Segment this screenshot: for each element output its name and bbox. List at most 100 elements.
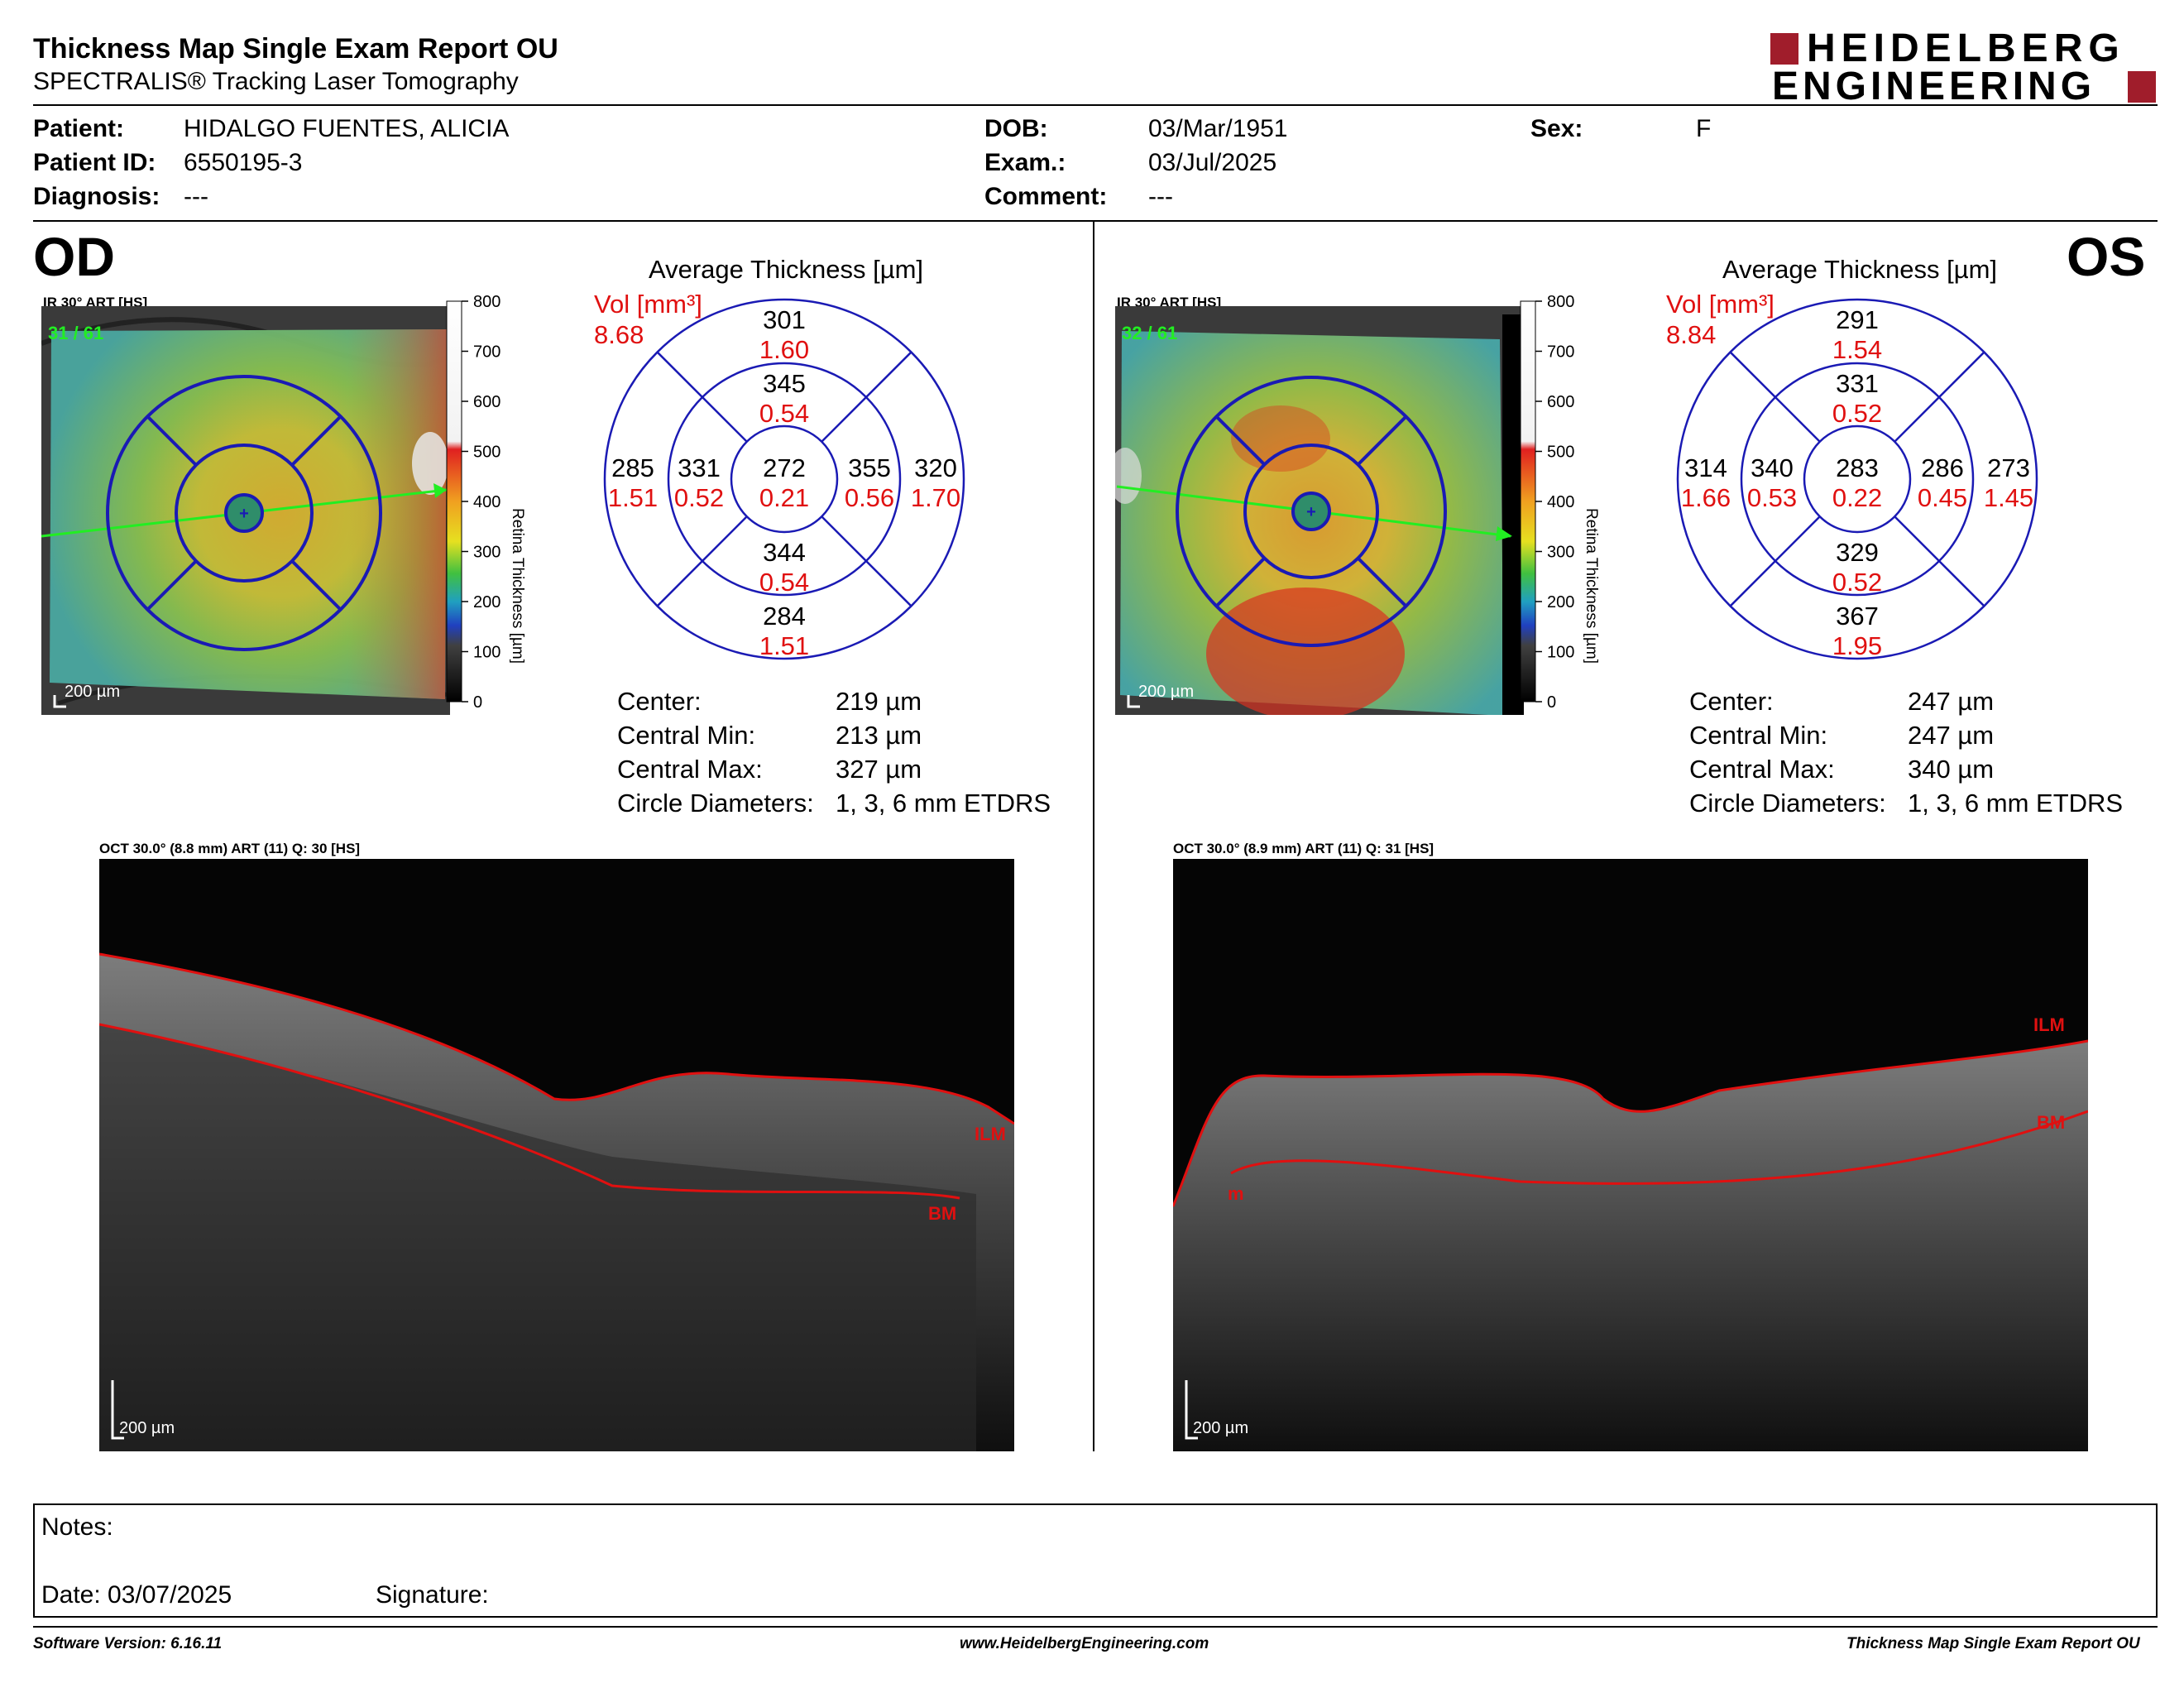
- os-colorbar-tick-label: 800: [1547, 293, 1574, 311]
- od-colorbar-tick-label: 600: [473, 393, 500, 411]
- od-stat-value: 213 µm: [836, 721, 922, 750]
- os-ir-scale: 200 µm: [1138, 683, 1194, 701]
- date-label: Date: 03/07/2025: [41, 1581, 232, 1609]
- od-ir-scale: 200 µm: [65, 683, 120, 701]
- logo-square-top: [1770, 33, 1798, 65]
- od-vol-total: 8.68: [594, 320, 644, 349]
- os-oct-label: OCT 30.0° (8.9 mm) ART (11) Q: 31 [HS]: [1173, 841, 1434, 856]
- od-bm-label: BM: [928, 1203, 956, 1224]
- od-outer-temporal-thickness: 285: [611, 453, 654, 482]
- od-oct-scale: 200 µm: [119, 1419, 175, 1437]
- od-stat-label: Circle Diameters:: [617, 789, 814, 818]
- od-outer-superior-volume: 1.60: [759, 335, 809, 364]
- os-outer-nasal-thickness: 314: [1684, 453, 1727, 482]
- od-grid-spoke: [821, 516, 912, 607]
- os-stat-value: 340 µm: [1908, 755, 1995, 784]
- os-inner-superior-volume: 0.52: [1832, 399, 1882, 428]
- os-colorbar-tick-label: 100: [1547, 644, 1574, 662]
- logo-text-bottom: ENGINEERING: [1772, 65, 2096, 108]
- od-inner-inferior-thickness: 344: [763, 538, 806, 567]
- exam-value: 03/Jul/2025: [1148, 149, 1277, 176]
- od-colorbar-ticks: 800 700 600 500 400 300 200 100 0: [462, 293, 500, 712]
- os-vol-total: 8.84: [1666, 320, 1717, 349]
- os-bm-line: [1230, 1110, 2088, 1185]
- os-inner-temporal-thickness: 286: [1921, 453, 1964, 482]
- od-outer-nasal-thickness: 320: [914, 453, 957, 482]
- os-grid-spoke: [1894, 351, 1985, 443]
- od-colorbar-label: Retina Thickness [µm]: [509, 508, 526, 664]
- od-inner-inferior-volume: 0.54: [759, 568, 809, 597]
- os-grid-spoke: [1729, 516, 1821, 607]
- comment-value: ---: [1148, 183, 1173, 210]
- od-grid-outer-ring: [603, 298, 965, 660]
- os-inner-inferior-thickness: 329: [1836, 538, 1879, 567]
- footer-website[interactable]: www.HeidelbergEngineering.com: [960, 1635, 1209, 1652]
- od-oct-label: OCT 30.0° (8.8 mm) ART (11) Q: 30 [HS]: [99, 841, 361, 856]
- os-stat-label: Circle Diameters:: [1689, 789, 1886, 818]
- sex-label: Sex:: [1530, 115, 1583, 142]
- os-retina-tissue: [1173, 1041, 2088, 1451]
- os-ir-counter: 32 / 61: [1122, 323, 1177, 343]
- od-bm-line: [99, 1023, 960, 1200]
- os-colorbar-tick-label: 600: [1547, 393, 1574, 411]
- os-stat-label: Central Max:: [1689, 755, 1835, 784]
- od-colorbar-tick-label: 800: [473, 293, 500, 311]
- patient-id-label: Patient ID:: [33, 149, 156, 176]
- od-outer-inferior-thickness: 284: [763, 602, 806, 631]
- od-grid-inner-ring: [667, 362, 902, 597]
- os-center-thickness: 283: [1836, 453, 1879, 482]
- os-grid-spoke: [1894, 516, 1985, 607]
- od-outer-superior-thickness: 301: [763, 305, 806, 334]
- od-oct-bscan: ILM BM 200 µm: [99, 859, 1014, 1451]
- od-stat-label: Center:: [617, 687, 702, 716]
- od-inner-nasal-thickness: 355: [848, 453, 891, 482]
- os-outer-inferior-thickness: 367: [1836, 602, 1879, 631]
- os-colorbar-label: Retina Thickness [µm]: [1583, 508, 1600, 664]
- od-inner-temporal-volume: 0.52: [674, 483, 724, 512]
- od-colorbar-tick-label: 400: [473, 493, 500, 511]
- signature-label: Signature:: [376, 1581, 489, 1609]
- heidelberg-logo: HEIDELBERG ENGINEERING: [1770, 28, 2159, 108]
- patient-label: Patient:: [33, 115, 125, 142]
- svg-text:+: +: [1306, 503, 1316, 521]
- od-inner-superior-thickness: 345: [763, 369, 806, 398]
- od-colorbar-tick-label: 300: [473, 544, 500, 562]
- os-stat-value: 1, 3, 6 mm ETDRS: [1908, 789, 2124, 818]
- os-colorbar-tick-label: 0: [1547, 693, 1556, 712]
- os-colorbar-tick-label: 300: [1547, 544, 1574, 562]
- os-inner-temporal-volume: 0.45: [1918, 483, 1967, 512]
- od-grid-spoke: [656, 351, 748, 443]
- os-bm-label: BM: [2037, 1112, 2065, 1133]
- eye-divider: [1093, 222, 1094, 1451]
- od-outer-inferior-volume: 1.51: [759, 631, 809, 660]
- od-center-thickness: 272: [763, 453, 806, 482]
- os-inner-inferior-volume: 0.52: [1832, 568, 1882, 597]
- od-avg-thickness-title: Average Thickness [µm]: [648, 255, 924, 284]
- od-optic-disc: [412, 432, 448, 495]
- od-colorbar-tick-label: 700: [473, 343, 500, 362]
- os-outer-superior-thickness: 291: [1836, 305, 1879, 334]
- notes-box: Notes: Date: 03/07/2025 Signature:: [33, 1503, 2158, 1618]
- os-grid-outer-ring: [1676, 298, 2038, 660]
- od-stat-value: 219 µm: [836, 687, 922, 716]
- os-extra-label: m: [1228, 1183, 1244, 1204]
- od-outer-temporal-volume: 1.51: [608, 483, 658, 512]
- os-center-volume: 0.22: [1832, 483, 1882, 512]
- os-inner-nasal-thickness: 340: [1751, 453, 1794, 482]
- os-grid-center-ring: [1803, 424, 1912, 534]
- notes-label: Notes:: [41, 1513, 113, 1541]
- os-grid-spoke: [1729, 351, 1821, 443]
- od-ilm-line: [99, 952, 1014, 1125]
- os-ilm-label: ILM: [2033, 1014, 2065, 1035]
- od-colorbar-tick-label: 200: [473, 593, 500, 611]
- od-etdrs-grid: 2720.213450.543440.543011.602841.513310.…: [603, 298, 965, 660]
- od-outer-nasal-volume: 1.70: [911, 483, 960, 512]
- footer-rule: [33, 1626, 2158, 1628]
- od-center-volume: 0.21: [759, 483, 809, 512]
- os-outer-temporal-thickness: 273: [1987, 453, 2030, 482]
- os-avg-thickness-title: Average Thickness [µm]: [1722, 255, 1998, 284]
- od-vol-label: Vol [mm³]: [594, 290, 702, 319]
- os-thick-region: [1206, 587, 1405, 715]
- eye-label-od: OD: [33, 226, 115, 287]
- od-inner-nasal-volume: 0.56: [845, 483, 894, 512]
